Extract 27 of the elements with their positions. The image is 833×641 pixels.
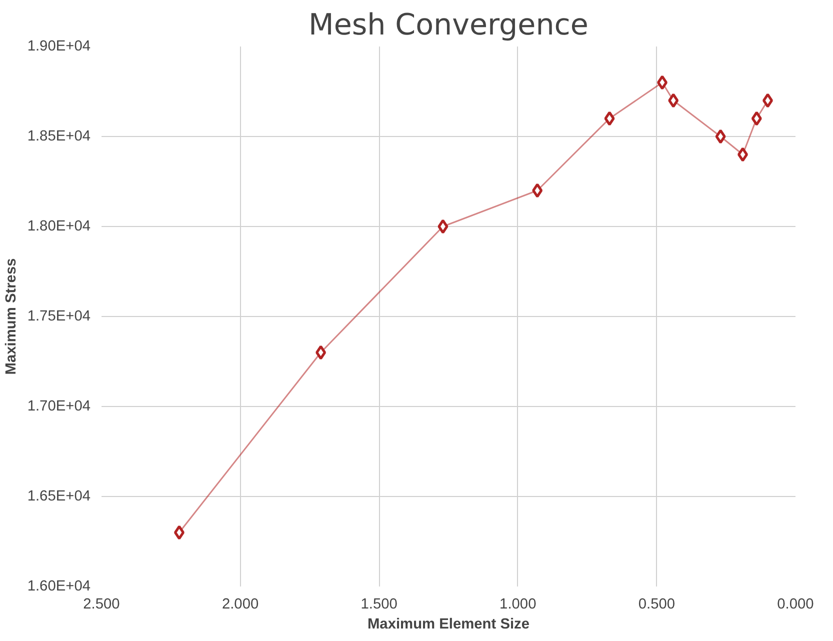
point — [751, 111, 762, 126]
x-tick-label: 0.000 — [777, 596, 814, 612]
point — [604, 111, 615, 126]
x-tick-label: 1.500 — [360, 596, 398, 612]
point — [316, 345, 326, 360]
y-tick-label: 1.90E+04 — [27, 38, 91, 54]
point — [762, 93, 773, 108]
point — [532, 183, 543, 198]
point — [738, 147, 748, 162]
y-tick-label: 1.85E+04 — [27, 128, 91, 144]
x-tick-label: 2.000 — [222, 596, 259, 612]
x-axis-title: Maximum Element Size — [367, 616, 530, 632]
y-tick-label: 1.80E+04 — [27, 218, 91, 234]
point — [668, 93, 679, 108]
x-tick-label: 1.000 — [500, 596, 536, 612]
point — [174, 525, 184, 540]
point — [657, 75, 668, 90]
y-tick-label: 1.75E+04 — [27, 308, 91, 324]
y-tick-label: 1.70E+04 — [27, 398, 91, 414]
y-tick-label: 1.60E+04 — [27, 578, 91, 594]
point — [715, 129, 726, 144]
y-axis-title: Maximum Stress — [3, 258, 20, 375]
point — [438, 219, 448, 234]
x-tick-label: 0.500 — [638, 596, 676, 612]
chart-title: Mesh Convergence — [308, 8, 588, 42]
x-tick-label: 2.500 — [83, 596, 120, 612]
y-tick-label: 1.65E+04 — [27, 488, 91, 504]
